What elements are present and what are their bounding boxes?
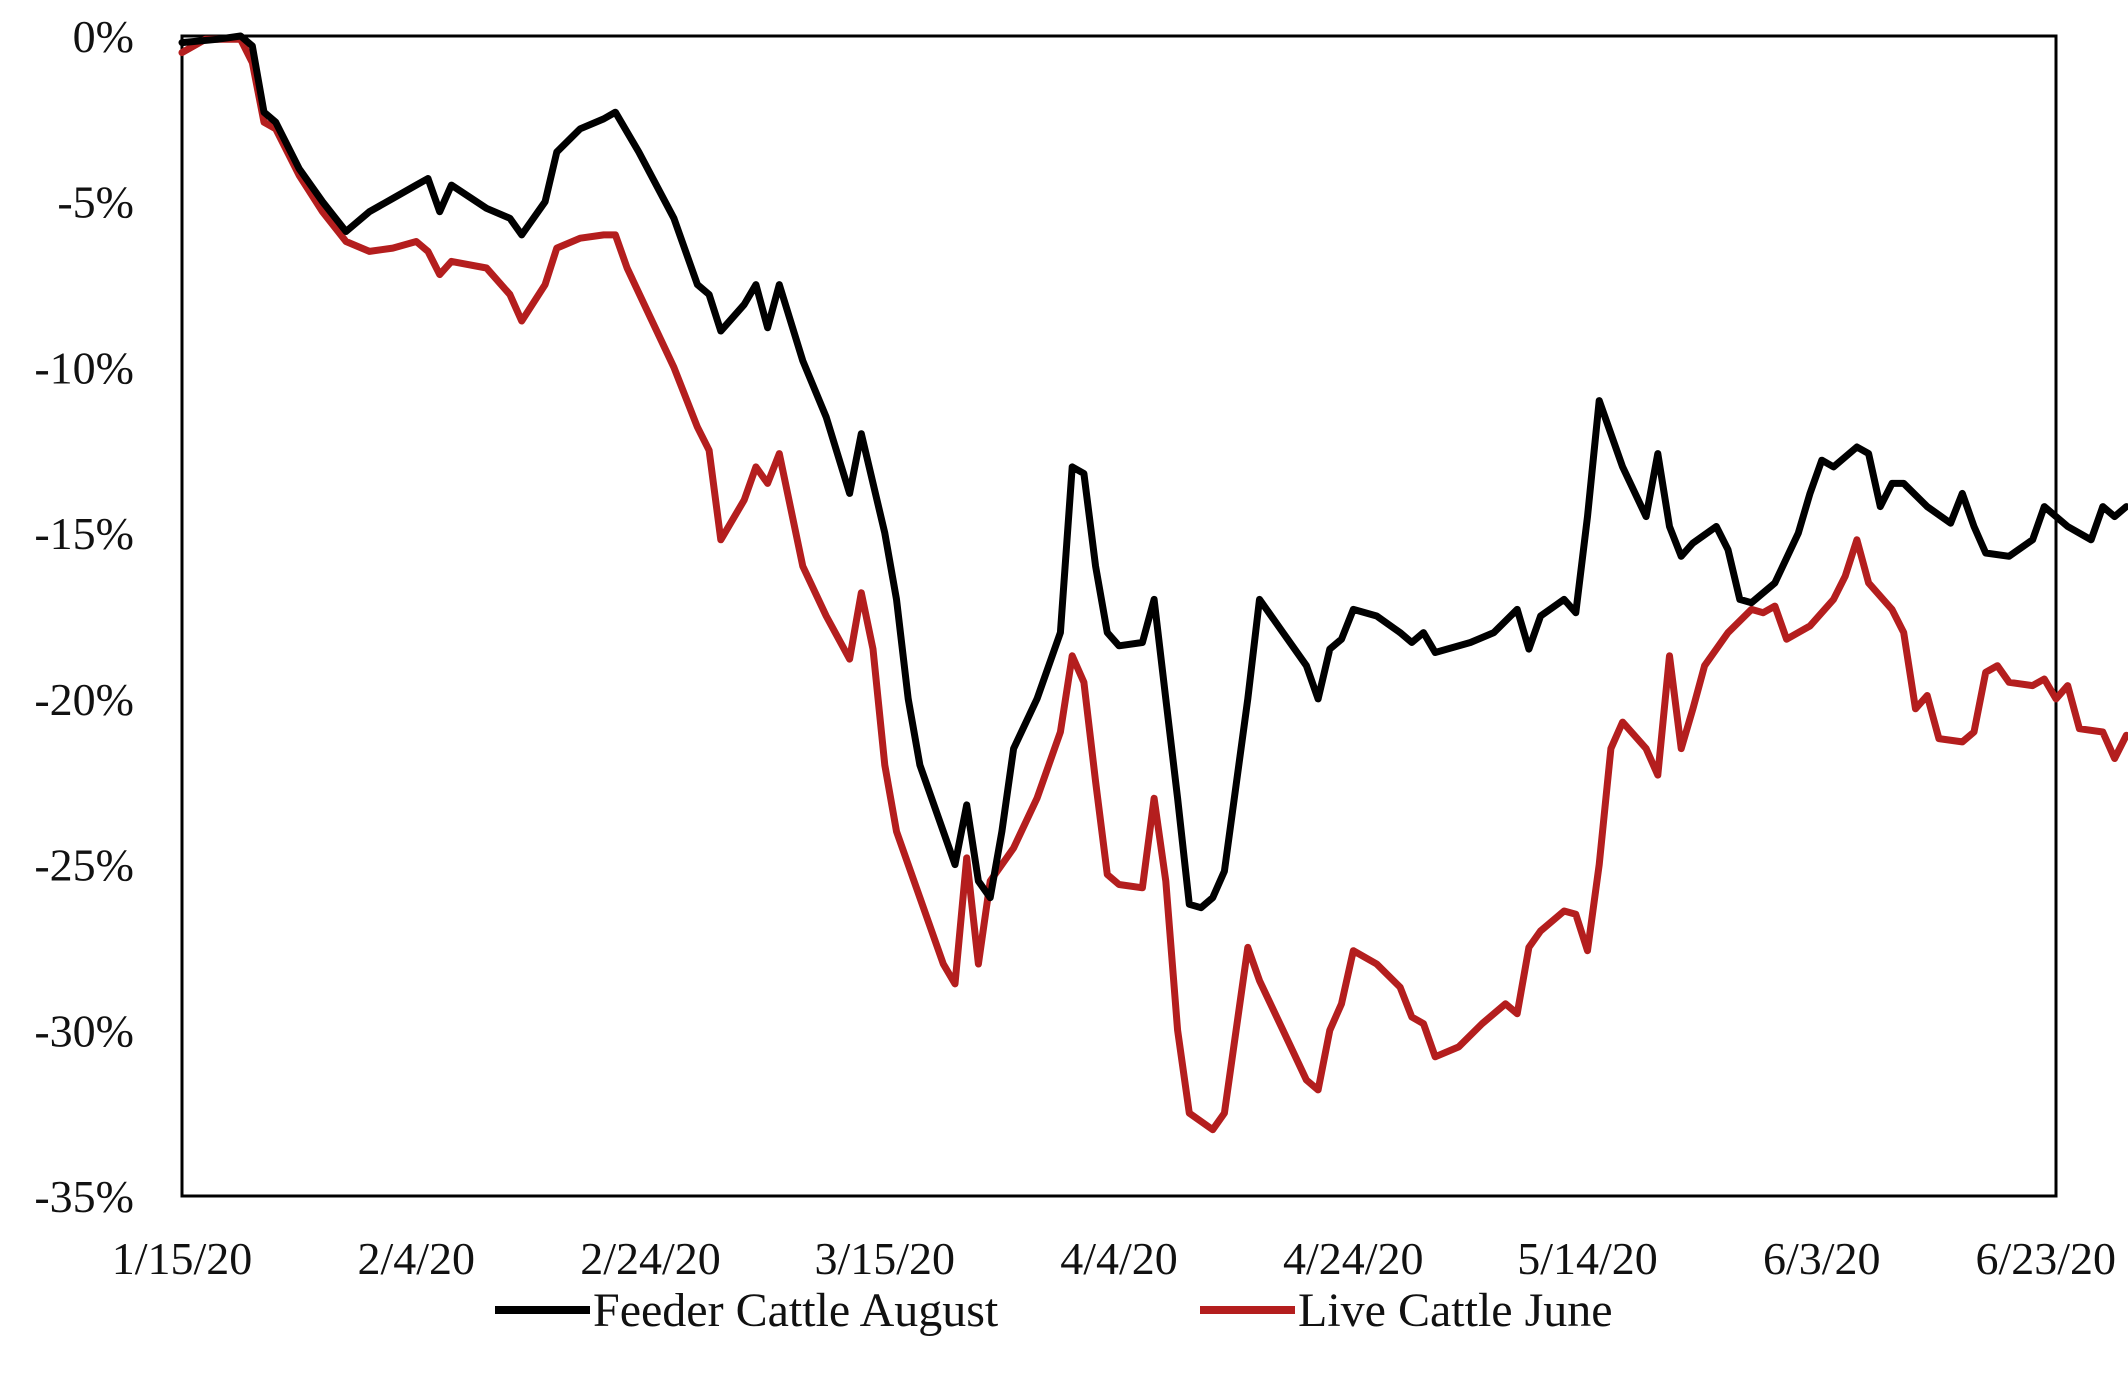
y-tick-label: -25% xyxy=(34,840,134,891)
x-tick-label: 5/14/20 xyxy=(1517,1233,1658,1284)
y-tick-label: -35% xyxy=(34,1171,134,1222)
x-tick-label: 6/23/20 xyxy=(1975,1233,2116,1284)
x-axis-ticks: 1/15/20 2/4/20 2/24/20 3/15/20 4/4/20 4/24/20… xyxy=(112,1233,2116,1284)
y-tick-label: 0% xyxy=(73,11,134,62)
legend-label: Live Cattle June xyxy=(1298,1284,1613,1337)
x-tick-label: 4/4/20 xyxy=(1060,1233,1178,1284)
y-axis-ticks: 0% -5% -10% -15% -20% -25% -30% -35% xyxy=(34,11,134,1222)
y-tick-label: -15% xyxy=(34,508,134,559)
x-tick-label: 2/4/20 xyxy=(357,1233,475,1284)
x-tick-label: 1/15/20 xyxy=(112,1233,253,1284)
x-tick-label: 3/15/20 xyxy=(814,1233,955,1284)
series-line-feeder-cattle-august xyxy=(178,32,2128,912)
y-tick-label: -20% xyxy=(34,674,134,725)
legend-label: Feeder Cattle August xyxy=(593,1284,999,1337)
y-tick-label: -30% xyxy=(34,1005,134,1056)
series-line-live-cattle-june xyxy=(178,35,2128,1134)
x-tick-label: 6/3/20 xyxy=(1763,1233,1881,1284)
y-tick-label: -5% xyxy=(57,177,134,228)
x-tick-label: 4/24/20 xyxy=(1283,1233,1424,1284)
y-tick-label: -10% xyxy=(34,342,134,393)
series-lines xyxy=(178,32,2128,1134)
legend: Feeder Cattle August Live Cattle June xyxy=(495,1284,1613,1337)
x-tick-label: 2/24/20 xyxy=(580,1233,721,1284)
